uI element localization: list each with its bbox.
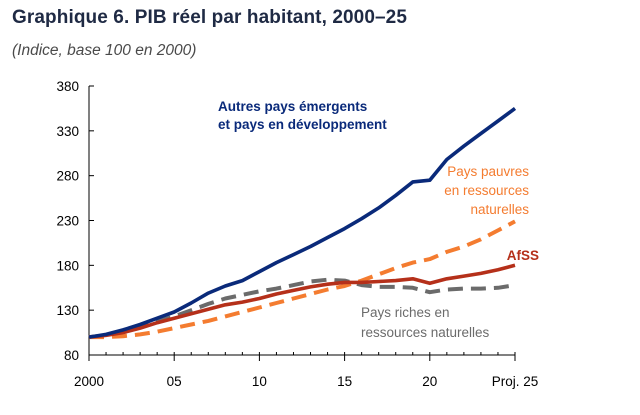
resource-poor-series-label-line: en ressources [444,183,529,198]
resource-poor-series-label-line: Pays pauvres [447,164,529,179]
x-tick-label: 2000 [74,374,104,389]
resource-rich-series-label-line: ressources naturelles [361,325,490,340]
resource-rich-series-label: Pays riches en ressources naturelles [361,305,490,340]
x-tick-label: 20 [422,374,437,389]
y-tick-label: 330 [56,124,79,139]
emerging-series-label: Autres pays émergents et pays en développ… [218,99,387,132]
y-tick-label: 380 [56,79,79,94]
chart-subtitle: (Indice, base 100 en 2000) [12,42,197,59]
y-tick-label: 280 [56,169,79,184]
resource-rich-series-label-line: Pays riches en [361,305,450,320]
x-tick-label: 15 [337,374,352,389]
afss-series-label: AfSS [507,248,539,263]
afss-series-line [88,263,516,339]
x-tick-label: 05 [167,374,182,389]
emerging-series-line [88,106,517,339]
y-tick-label: 80 [64,348,79,363]
afss-series-label-line: AfSS [507,248,539,263]
resource-poor-series-label-line: naturelles [470,202,529,217]
x-tick-label: Proj. 25 [492,374,539,389]
y-tick-label: 130 [56,303,79,318]
y-tick-label: 230 [56,214,79,229]
emerging-series-label-line: Autres pays émergents [218,99,367,114]
x-tick-label: 10 [252,374,267,389]
resource-poor-series-line [89,219,516,340]
resource-poor-series-label: Pays pauvres en ressources naturelles [444,164,529,217]
y-tick-label: 180 [56,258,79,273]
chart-title: Graphique 6. PIB réel par habitant, 2000… [12,7,408,28]
emerging-series-label-line: et pays en développement [218,117,387,132]
